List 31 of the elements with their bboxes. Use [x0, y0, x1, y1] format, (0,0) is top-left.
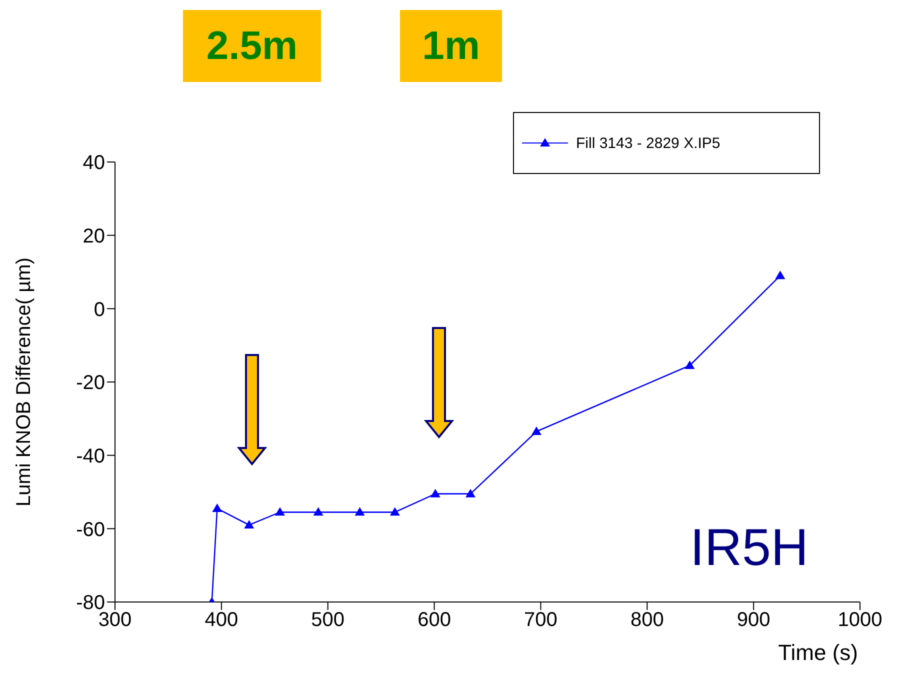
- x-tick-label: 500: [311, 609, 345, 632]
- x-tick-label: 300: [98, 609, 132, 632]
- y-tick-label: -40: [76, 445, 105, 468]
- point: [313, 507, 324, 516]
- point: [430, 488, 440, 498]
- y-tick-label: 40: [82, 152, 105, 174]
- point: [390, 507, 400, 516]
- point: [465, 488, 476, 498]
- x-tick-label: 600: [418, 609, 451, 632]
- y-tick-label: 0: [94, 298, 105, 321]
- text: 1m: [400, 10, 502, 82]
- point: [354, 507, 365, 516]
- point: [684, 360, 695, 369]
- point: [531, 426, 542, 435]
- x-axis-title: Time (s): [778, 640, 858, 665]
- y-tick-label: -20: [76, 372, 105, 394]
- y-tick-label: 20: [82, 225, 105, 248]
- x-tick-label: 1000: [838, 609, 882, 632]
- annotation: IR5H: [690, 518, 808, 578]
- point: [775, 270, 786, 280]
- point: [244, 520, 254, 528]
- y-tick-label: -60: [76, 518, 105, 541]
- legend-label: Fill 3143 - 2829 X.IP5: [576, 134, 720, 152]
- x-tick-label: 800: [630, 609, 664, 632]
- point: [212, 504, 222, 512]
- point: [274, 507, 285, 516]
- x-tick-label: 400: [204, 609, 238, 632]
- x-tick-label: 700: [524, 609, 558, 632]
- text: 2.5m: [183, 10, 321, 82]
- x-tick-label: 900: [736, 609, 770, 632]
- y-axis-title: Lumi KNOB Difference( µm): [13, 258, 36, 506]
